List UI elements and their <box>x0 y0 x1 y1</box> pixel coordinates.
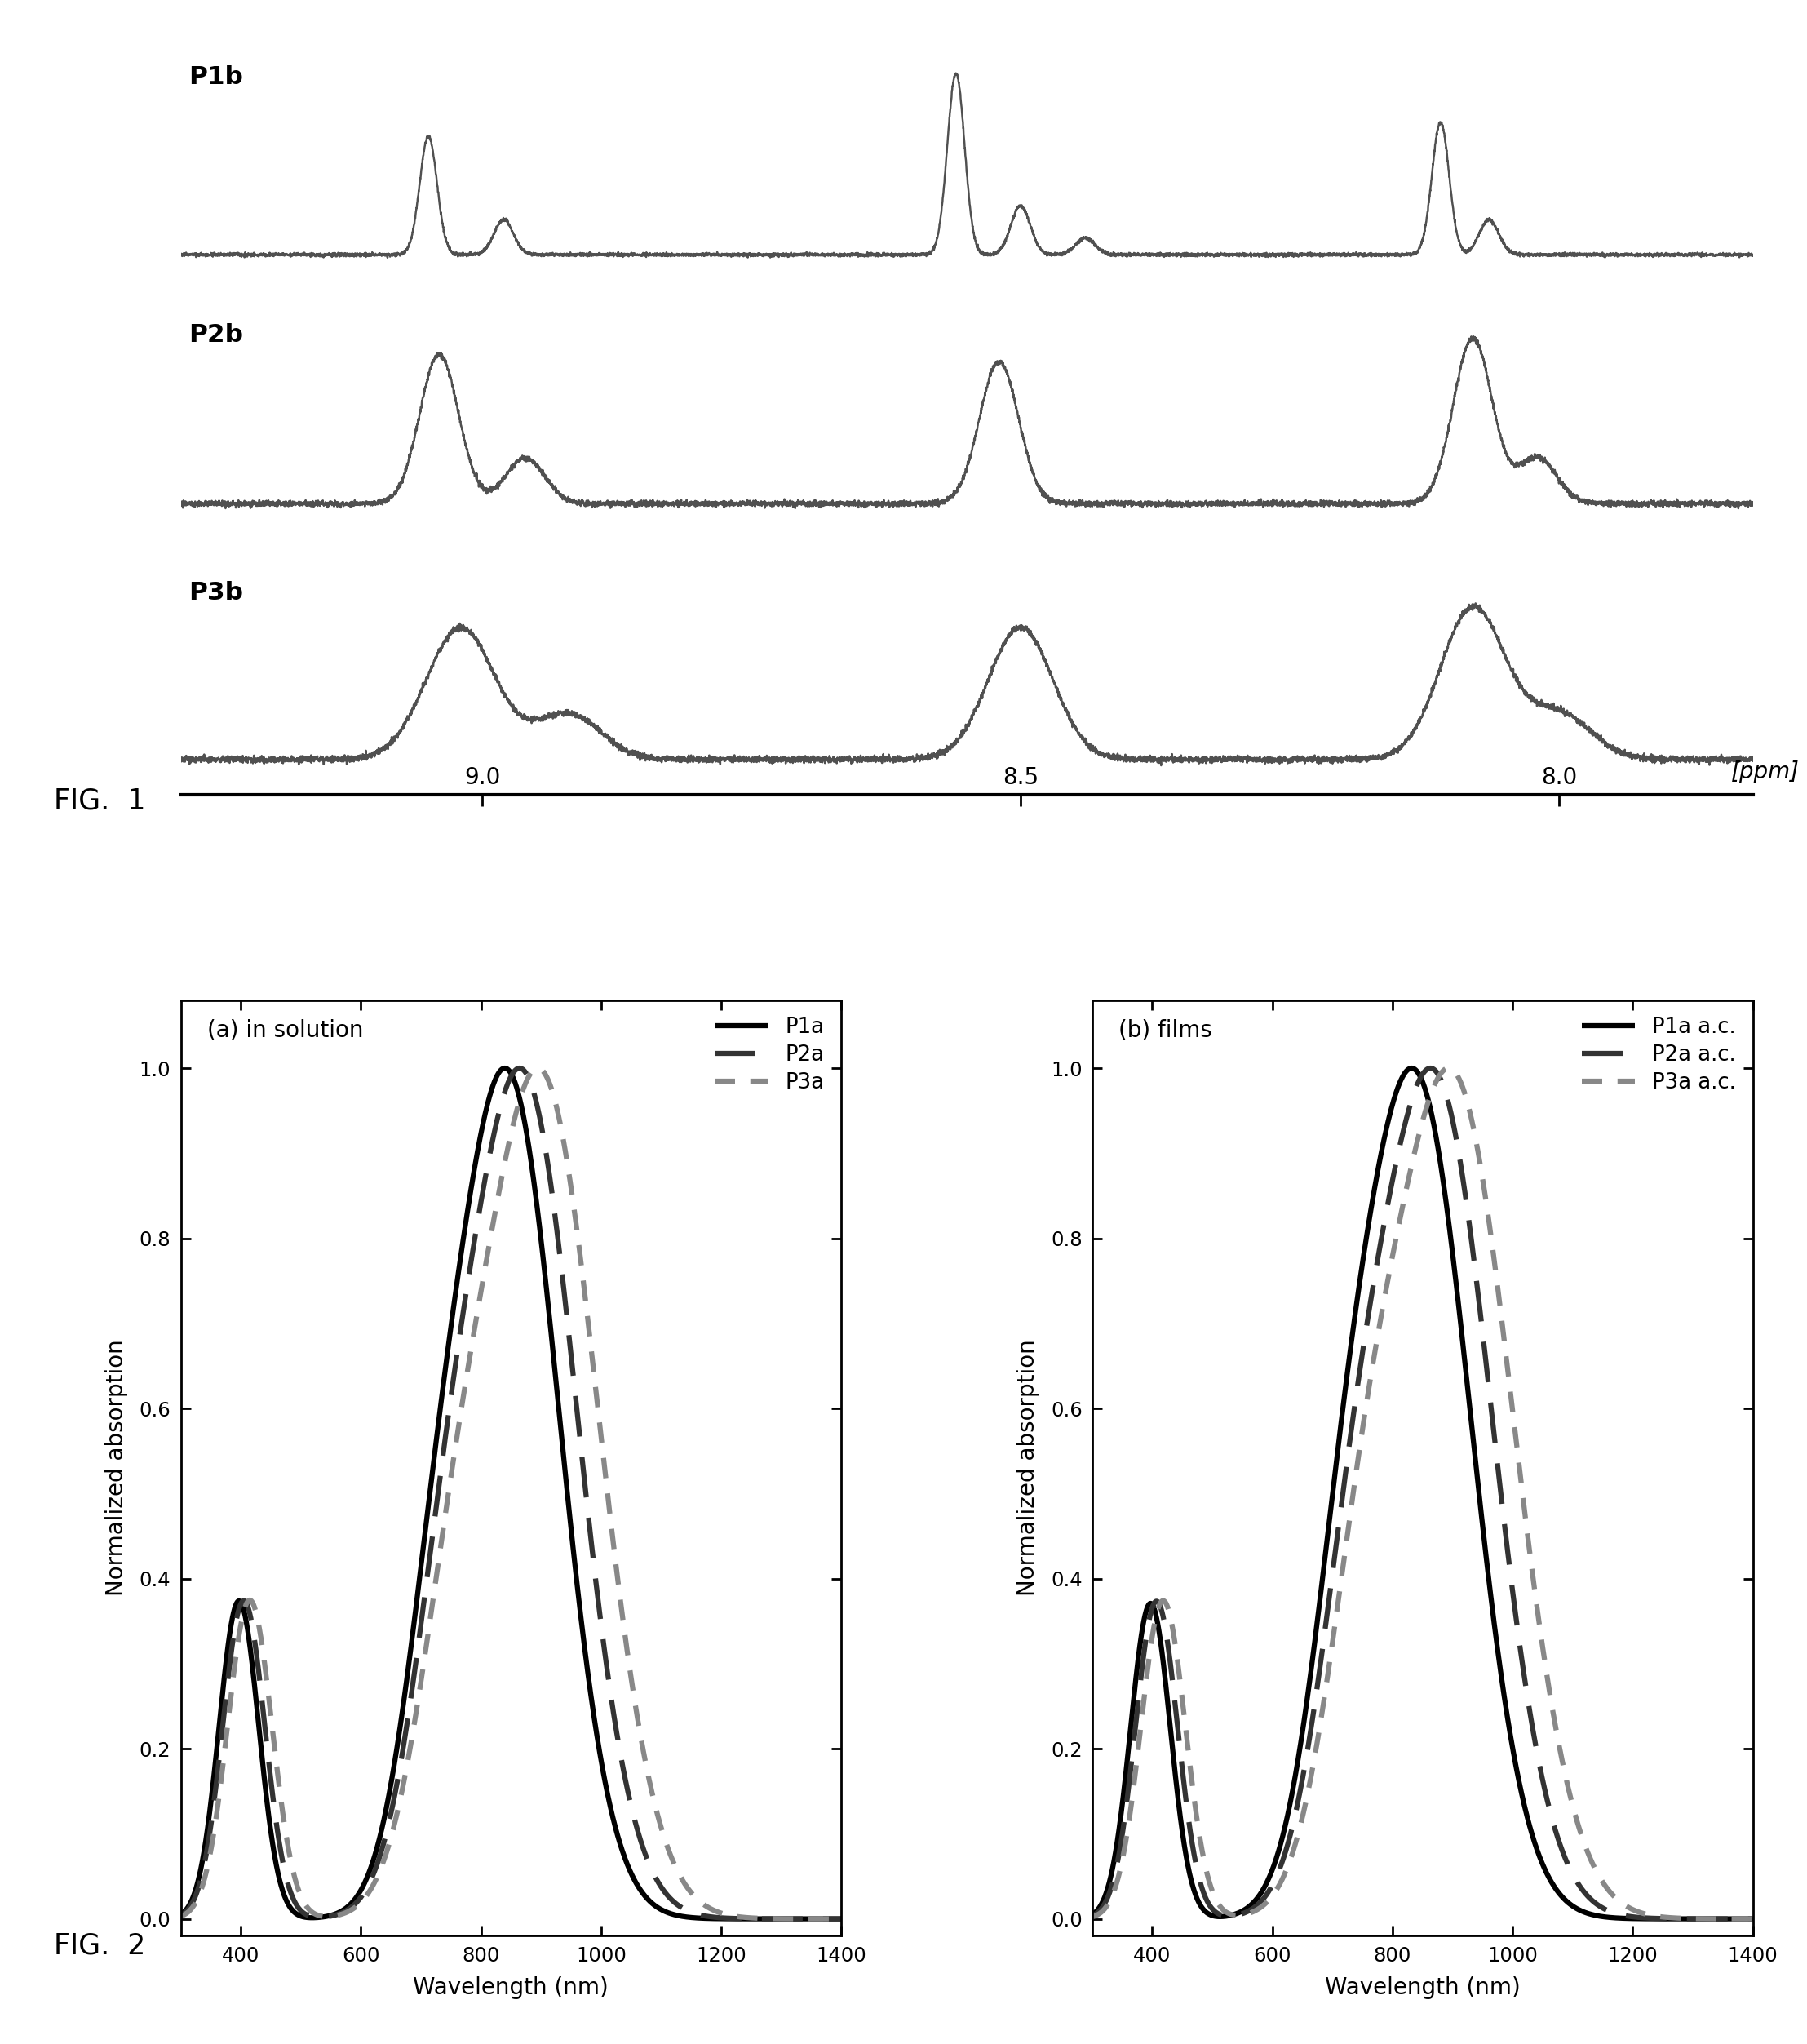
P3a <box>817 1907 838 1932</box>
P3a <box>831 1907 853 1932</box>
Y-axis label: Normalized absorption: Normalized absorption <box>1017 1339 1039 1596</box>
P1a <box>170 1903 192 1927</box>
Legend: P1a a.c., P2a a.c., P3a a.c.: P1a a.c., P2a a.c., P3a a.c. <box>1576 1010 1742 1100</box>
Line: P2a: P2a <box>181 1069 842 1919</box>
X-axis label: Wavelength (nm): Wavelength (nm) <box>414 1977 609 1999</box>
P1a a.c. <box>1156 1688 1178 1713</box>
P2a a.c. <box>1420 1057 1442 1081</box>
Y-axis label: Normalized absorption: Normalized absorption <box>105 1339 128 1596</box>
Text: (a) in solution: (a) in solution <box>208 1018 363 1042</box>
Text: [ppm]: [ppm] <box>1731 760 1800 783</box>
P2a <box>452 1304 473 1329</box>
P2a <box>817 1907 838 1932</box>
P2a a.c. <box>1742 1907 1764 1932</box>
P3a a.c. <box>1156 1594 1178 1619</box>
Line: P1a: P1a <box>181 1069 842 1919</box>
Text: FIG.  1: FIG. 1 <box>54 787 146 816</box>
P3a <box>284 1868 305 1893</box>
P3a <box>452 1388 473 1412</box>
P1a <box>452 1230 473 1255</box>
P3a a.c. <box>1438 1057 1460 1081</box>
Line: P3a a.c.: P3a a.c. <box>1091 1069 1753 1919</box>
P2a <box>831 1907 853 1932</box>
P3a <box>528 1057 549 1081</box>
P3a <box>423 1580 445 1605</box>
P2a <box>170 1903 192 1927</box>
P2a <box>284 1891 305 1915</box>
P3a a.c. <box>1335 1535 1357 1560</box>
Text: FIG.  2: FIG. 2 <box>54 1932 146 1960</box>
Text: (b) films: (b) films <box>1119 1018 1212 1042</box>
P2a a.c. <box>1659 1907 1681 1932</box>
P1a <box>817 1907 838 1932</box>
P1a <box>423 1447 445 1472</box>
Line: P1a a.c.: P1a a.c. <box>1091 1069 1753 1919</box>
Text: P1b: P1b <box>188 65 244 88</box>
Line: P3a: P3a <box>181 1069 842 1919</box>
P2a a.c. <box>1362 1267 1384 1292</box>
P3a <box>746 1905 768 1930</box>
P2a <box>246 1639 267 1664</box>
Legend: P1a, P2a, P3a: P1a, P2a, P3a <box>708 1010 831 1100</box>
Text: P2b: P2b <box>188 323 244 347</box>
P2a a.c. <box>1081 1903 1102 1927</box>
P2a <box>508 1057 529 1081</box>
P2a a.c. <box>1335 1459 1357 1484</box>
P1a a.c. <box>1335 1376 1357 1400</box>
P1a <box>493 1057 515 1081</box>
P2a a.c. <box>1196 1889 1218 1913</box>
P1a a.c. <box>1659 1907 1681 1932</box>
P1a a.c. <box>1362 1179 1384 1204</box>
P1a a.c. <box>1400 1057 1422 1081</box>
P3a <box>246 1600 267 1625</box>
P3a a.c. <box>1742 1907 1764 1932</box>
P1a <box>831 1907 853 1932</box>
P2a <box>746 1907 768 1932</box>
P3a a.c. <box>1659 1905 1681 1930</box>
P2a a.c. <box>1729 1907 1751 1932</box>
P3a a.c. <box>1196 1860 1218 1885</box>
P3a <box>170 1905 192 1930</box>
P1a a.c. <box>1729 1907 1751 1932</box>
P2a a.c. <box>1156 1631 1178 1656</box>
Text: P3b: P3b <box>188 580 244 605</box>
Line: P2a a.c.: P2a a.c. <box>1091 1069 1753 1919</box>
P3a a.c. <box>1362 1343 1384 1367</box>
P1a a.c. <box>1742 1907 1764 1932</box>
P1a a.c. <box>1196 1901 1218 1925</box>
P1a <box>746 1907 768 1932</box>
X-axis label: Wavelength (nm): Wavelength (nm) <box>1325 1977 1520 1999</box>
P3a a.c. <box>1729 1907 1751 1932</box>
P3a a.c. <box>1081 1905 1102 1930</box>
P1a <box>284 1901 305 1925</box>
P1a <box>246 1686 267 1711</box>
P2a <box>423 1511 445 1535</box>
P1a a.c. <box>1081 1903 1102 1927</box>
